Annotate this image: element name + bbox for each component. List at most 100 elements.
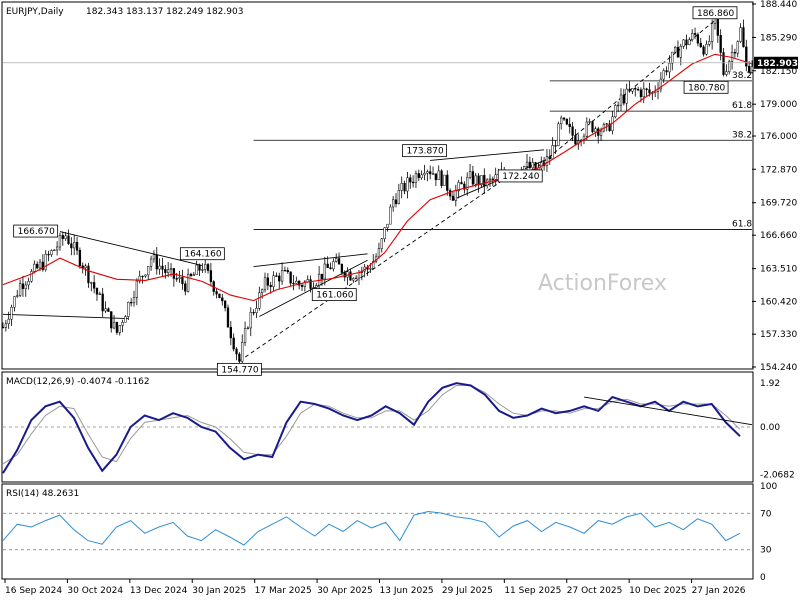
candle-body <box>708 41 711 45</box>
candle-body <box>565 118 569 125</box>
candle-body <box>614 105 617 118</box>
annotation-label: 161.060 <box>316 291 353 301</box>
rsi-panel: 100 70 30 0 <box>2 482 777 583</box>
candle-body <box>719 35 722 53</box>
candle-body <box>423 172 426 176</box>
candle-body <box>688 39 691 45</box>
rsi-panel-frame <box>1 483 754 580</box>
price-y-tick-label: 154.240 <box>760 363 797 373</box>
annotation-box <box>179 247 225 261</box>
candle-body <box>605 123 608 125</box>
candle-body <box>634 88 637 90</box>
candle-body <box>241 342 244 362</box>
fib-level-label: 38.2 <box>732 71 752 81</box>
candle-body <box>426 171 429 174</box>
candle-body <box>397 190 401 204</box>
rsi-y-tick-label: 30 <box>760 546 772 556</box>
candle-body <box>551 145 554 160</box>
candle-body <box>357 272 361 279</box>
candle-body <box>81 265 84 268</box>
candle-body <box>127 302 130 317</box>
candle-body <box>315 285 318 288</box>
price-candles <box>1 13 754 367</box>
candle-body <box>343 272 346 278</box>
macd-y-tick-label: 0.00 <box>760 423 780 433</box>
candle-body <box>548 156 551 160</box>
candle-body <box>349 271 352 281</box>
candle-body <box>411 181 415 184</box>
candle-body <box>369 268 372 270</box>
candle-body <box>27 281 30 286</box>
candle-body <box>702 46 705 55</box>
annotation-label: 166.670 <box>18 227 55 237</box>
candle-body <box>451 195 455 201</box>
candle-body <box>574 135 577 145</box>
trendline-lower-left <box>2 313 129 320</box>
candle-body <box>195 264 198 275</box>
candle-body <box>44 253 47 270</box>
price-y-tick-label: 172.870 <box>760 165 797 175</box>
x-tick-label: 27 Jan 2026 <box>692 586 746 596</box>
candle-body <box>292 282 295 285</box>
macd-trendline <box>584 396 753 426</box>
candle-body <box>383 227 386 240</box>
candle-body <box>33 263 36 272</box>
candle-body <box>300 284 304 287</box>
candle-body <box>266 277 270 286</box>
candle-body <box>55 246 59 251</box>
candle-body <box>659 78 663 90</box>
x-axis: 16 Sep 2024 30 Oct 2024 13 Dec 2024 30 Jan … <box>4 579 746 596</box>
candle-body <box>389 206 392 225</box>
candle-body <box>400 182 403 191</box>
candle-body <box>739 27 742 42</box>
x-tick-label: 13 Dec 2024 <box>130 586 188 596</box>
candle-body <box>201 269 204 271</box>
candle-body <box>673 47 677 53</box>
candle-body <box>115 321 119 333</box>
candle-body <box>84 265 87 268</box>
candle-body <box>38 261 42 269</box>
candle-body <box>639 89 643 98</box>
annotation-box <box>692 6 738 20</box>
candle-body <box>446 174 449 191</box>
candle-body <box>246 327 250 329</box>
candle-body <box>10 306 13 320</box>
annotation-box <box>13 224 59 238</box>
chart-header-symbol: EURJPY,Daily <box>6 7 64 17</box>
macd-panel: 1.92 0.00 -2.0682 <box>2 379 795 481</box>
candle-body <box>699 42 702 48</box>
candle-body <box>477 175 480 186</box>
candle-body <box>685 39 688 45</box>
candle-body <box>13 296 16 308</box>
moving-average <box>2 53 753 302</box>
candle-body <box>75 242 79 251</box>
candle-body <box>733 52 737 54</box>
candle-body <box>454 190 457 201</box>
candle-body <box>682 39 685 47</box>
candle-body <box>243 328 247 343</box>
candle-body <box>434 173 438 180</box>
candle-body <box>107 308 110 312</box>
candle-body <box>206 264 210 271</box>
candle-body <box>471 171 475 185</box>
candle-body <box>414 173 418 183</box>
candle-body <box>47 253 50 256</box>
candle-body <box>204 264 207 270</box>
candle-body <box>337 258 341 265</box>
candle-body <box>693 33 697 35</box>
x-tick-label: 11 Sep 2025 <box>504 586 561 596</box>
candle-body <box>642 88 645 98</box>
candle-body <box>135 280 139 298</box>
candle-body <box>149 258 153 267</box>
candle-body <box>528 161 532 169</box>
candle-body <box>36 263 39 269</box>
candle-body <box>628 88 631 92</box>
price-y-tick-label: 179.000 <box>760 100 797 110</box>
candle-body <box>386 223 389 228</box>
candle-body <box>742 27 745 48</box>
candle-body <box>736 41 739 54</box>
candle-body <box>226 307 230 328</box>
candle-body <box>295 280 298 284</box>
price-y-tick-label: 176.000 <box>760 132 797 142</box>
